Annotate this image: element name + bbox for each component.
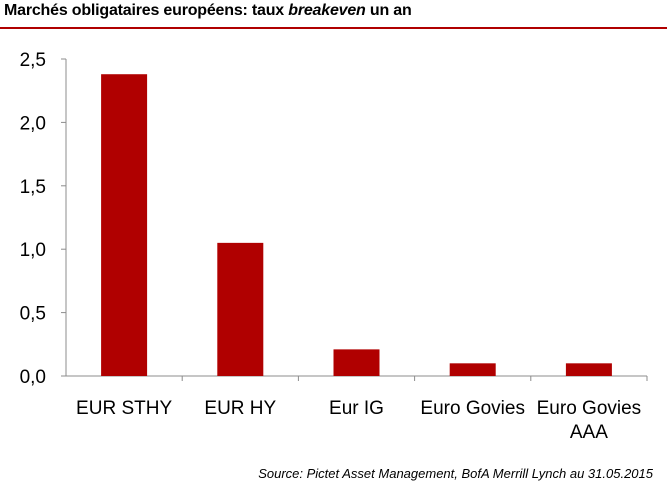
chart-title: Marchés obligataires européens: taux bre… <box>4 2 412 20</box>
x-category-label: EUR STHY <box>76 398 172 419</box>
bar-1 <box>101 74 148 376</box>
bar-2 <box>217 242 264 376</box>
y-tick-label: 0,5 <box>20 304 46 325</box>
bar-3 <box>333 349 380 376</box>
bar-4 <box>449 363 496 376</box>
x-category-label: Euro Govies <box>420 398 525 419</box>
title-emphasis: breakeven <box>288 2 366 19</box>
y-tick-label: 0,0 <box>20 367 46 388</box>
title-suffix: un an <box>365 2 412 19</box>
title-text: Marchés obligataires européens: taux <box>4 2 289 19</box>
y-tick-label: 2,5 <box>20 50 46 71</box>
x-category-label: EUR HY <box>204 398 276 419</box>
bar-5 <box>565 363 612 376</box>
y-tick-label: 1,5 <box>20 177 46 198</box>
title-rule <box>0 27 667 29</box>
y-tick-label: 1,0 <box>20 240 46 261</box>
y-tick-label: 2,0 <box>20 113 46 134</box>
x-category-label: Euro Govies AAA <box>537 398 642 443</box>
x-category-label: Eur IG <box>329 398 384 419</box>
source-note: Source: Pictet Asset Management, BofA Me… <box>258 466 653 481</box>
